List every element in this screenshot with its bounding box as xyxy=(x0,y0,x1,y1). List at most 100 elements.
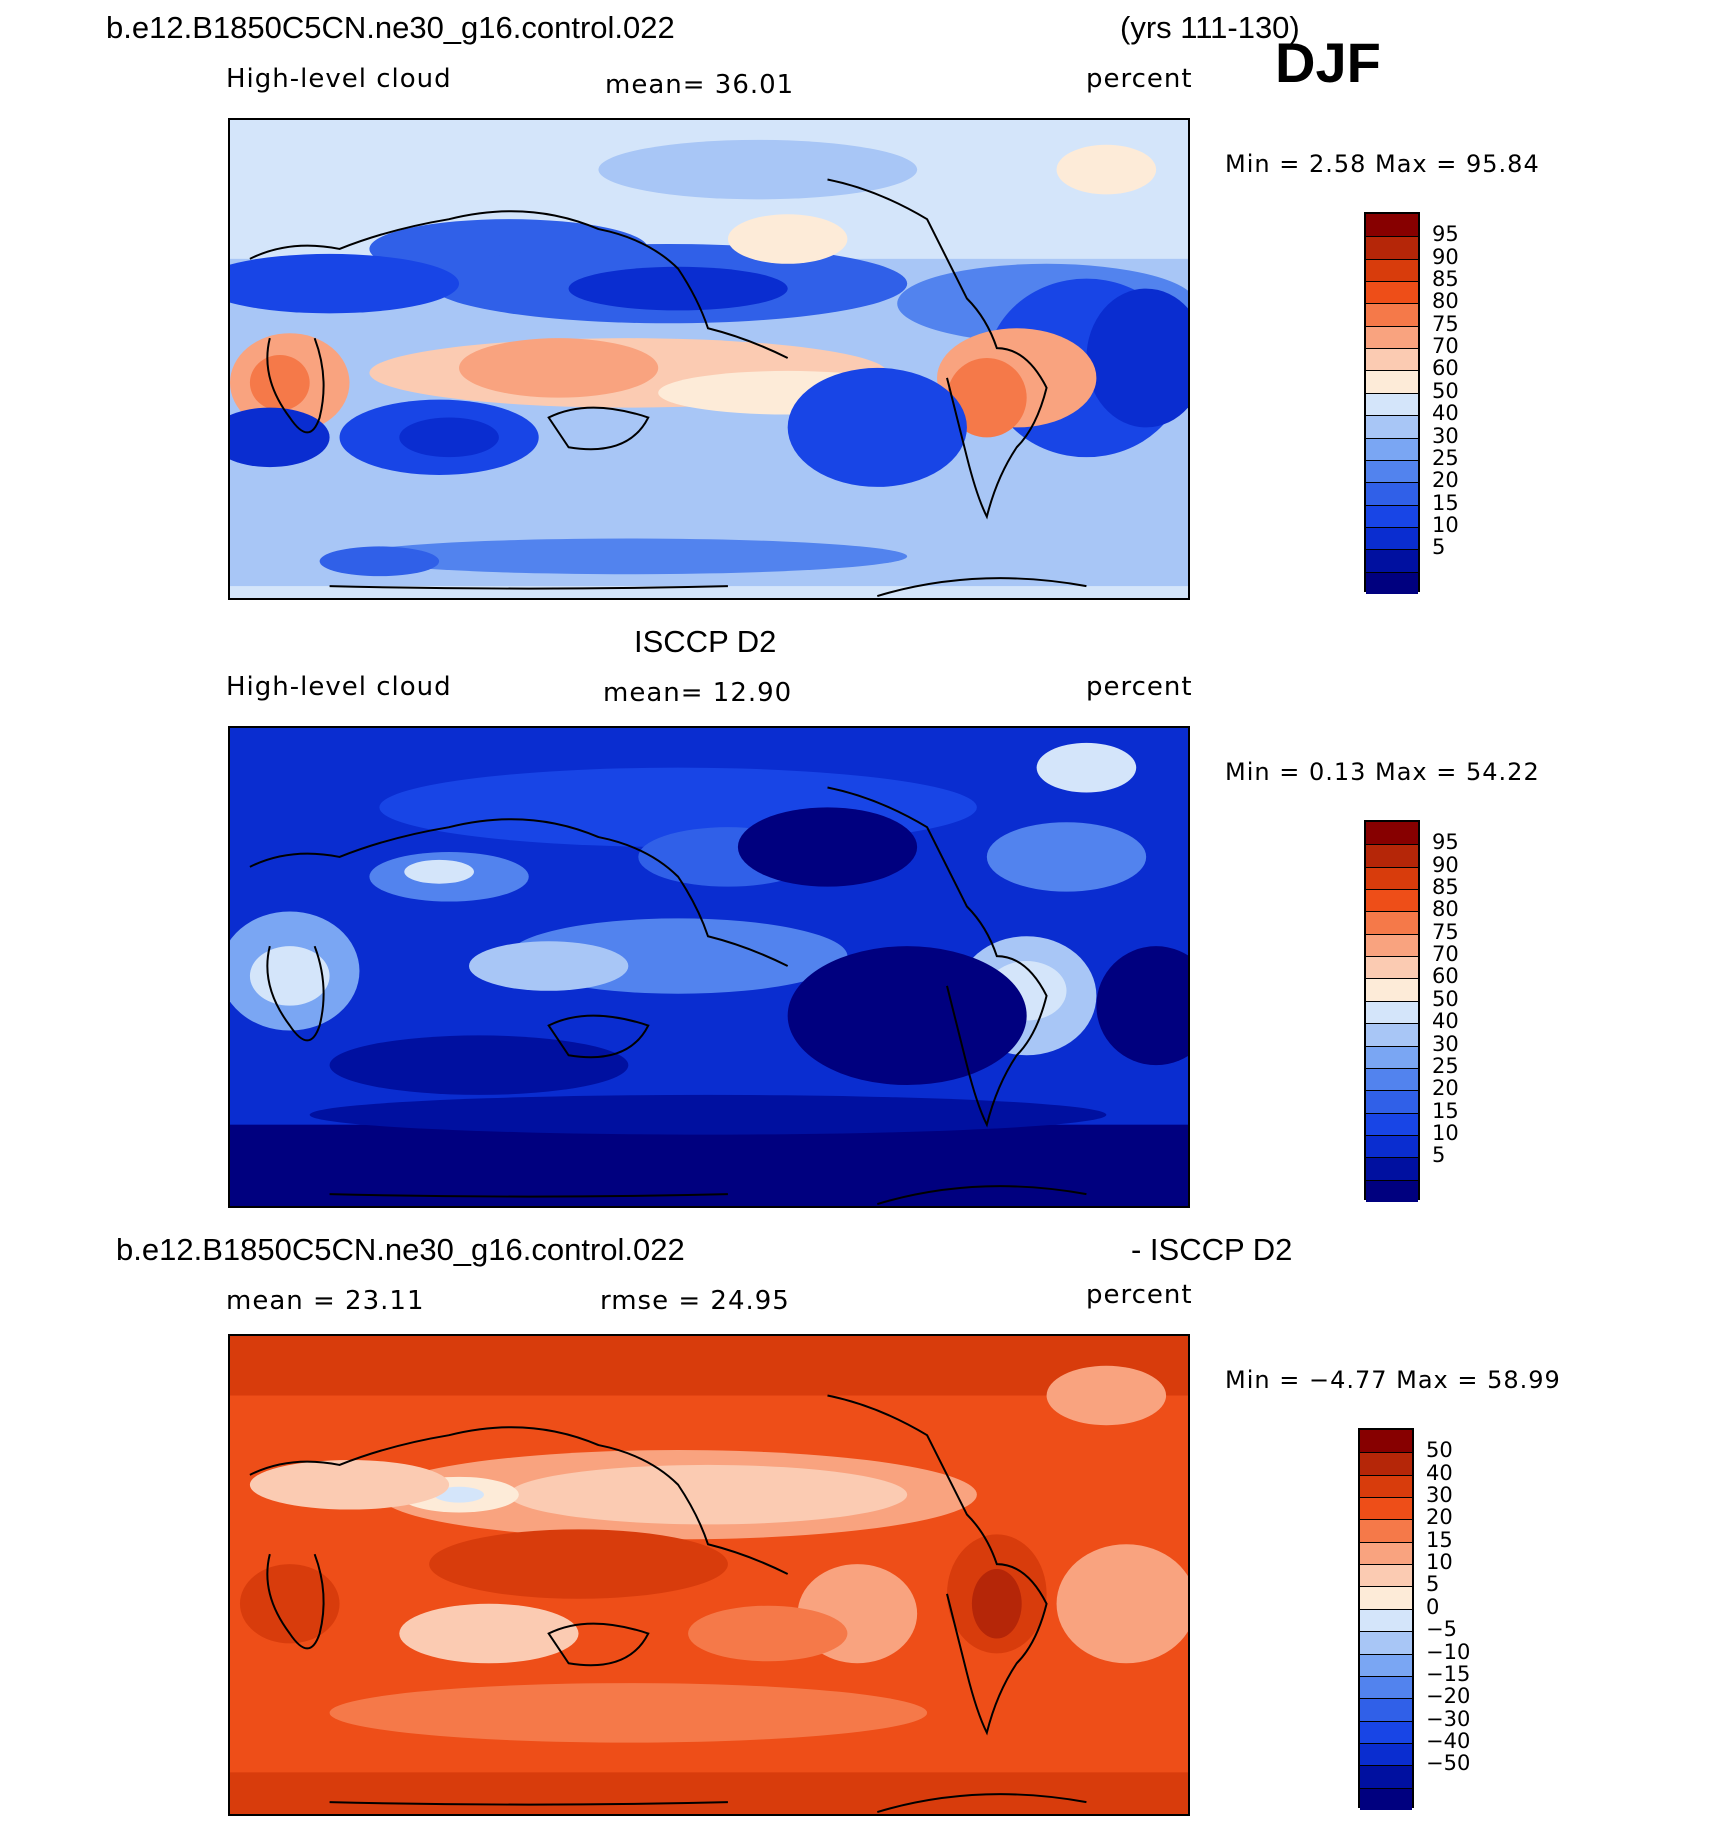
colorbar-swatch xyxy=(1366,1179,1418,1202)
colorbar-tick-label: 70 xyxy=(1432,334,1459,359)
panel3-units-label: percent xyxy=(1086,1280,1193,1310)
colorbar-swatch xyxy=(1366,933,1418,957)
colorbar-tick-label: 30 xyxy=(1432,423,1459,448)
colorbar-swatch xyxy=(1366,978,1418,1001)
colorbar-swatch xyxy=(1366,571,1418,594)
colorbar-tick-label: 20 xyxy=(1432,468,1459,493)
colorbar-tick-label: −20 xyxy=(1426,1684,1471,1709)
colorbar-tick-label: −15 xyxy=(1426,1661,1471,1686)
colorbar-tick-label: −10 xyxy=(1426,1639,1471,1664)
panel2-minmax: Min = 0.13 Max = 54.22 xyxy=(1225,758,1540,786)
panel1-units-label: percent xyxy=(1086,64,1193,94)
colorbar-tick-label: 20 xyxy=(1426,1505,1453,1530)
colorbar-swatch xyxy=(1366,1045,1418,1068)
colorbar-tick-label: 5 xyxy=(1426,1572,1440,1597)
colorbar-tick-label: 95 xyxy=(1432,222,1459,247)
years-label: (yrs 111-130) xyxy=(1120,10,1300,45)
colorbar-tick-label: 25 xyxy=(1432,1053,1459,1078)
difference-cloud-map xyxy=(230,1336,1188,1814)
colorbar-swatch xyxy=(1360,1631,1412,1654)
colorbar-swatch xyxy=(1366,1000,1418,1024)
colorbar-swatch xyxy=(1360,1564,1412,1587)
colorbar-tick-label: −5 xyxy=(1426,1617,1457,1642)
case-title: b.e12.B1850C5CN.ne30_g16.control.022 xyxy=(106,10,675,45)
colorbar-tick-label: 90 xyxy=(1432,244,1459,269)
colorbar-tick-label: −30 xyxy=(1426,1706,1471,1731)
coastlines xyxy=(249,786,1087,1205)
colorbar-swatch xyxy=(1360,1474,1412,1498)
colorbar-tick-label: 40 xyxy=(1426,1460,1453,1485)
colorbar-swatch xyxy=(1366,911,1418,934)
colorbar-tick-label: 10 xyxy=(1426,1550,1453,1575)
colorbar-swatch xyxy=(1360,1675,1412,1699)
panel1-colorbar xyxy=(1364,212,1420,594)
colorbar-swatch xyxy=(1366,258,1418,282)
colorbar-tick-label: 50 xyxy=(1432,986,1459,1011)
colorbar-swatch xyxy=(1366,526,1418,550)
colorbar-swatch xyxy=(1366,392,1418,416)
model-cloud-map xyxy=(230,120,1188,598)
colorbar-swatch xyxy=(1360,1742,1412,1766)
obs-cloud-map xyxy=(230,728,1188,1206)
panel3-title-right: - ISCCP D2 xyxy=(1131,1232,1293,1267)
colorbar-tick-label: 10 xyxy=(1432,1120,1459,1145)
colorbar-swatch xyxy=(1366,303,1418,326)
colorbar-tick-label: 80 xyxy=(1432,289,1459,314)
colorbar-swatch xyxy=(1366,822,1418,845)
colorbar-tick-label: 20 xyxy=(1432,1076,1459,1101)
colorbar-swatch xyxy=(1366,482,1418,505)
panel1-minmax: Min = 2.58 Max = 95.84 xyxy=(1225,150,1540,178)
panel3-minmax: Min = −4.77 Max = 58.99 xyxy=(1225,1366,1561,1394)
colorbar-swatch xyxy=(1366,549,1418,572)
colorbar-tick-label: 0 xyxy=(1426,1594,1440,1619)
colorbar-swatch xyxy=(1366,459,1418,483)
colorbar-swatch xyxy=(1360,1541,1412,1565)
colorbar-tick-label: 85 xyxy=(1432,875,1459,900)
colorbar-tick-label: 75 xyxy=(1432,919,1459,944)
colorbar-swatch xyxy=(1366,866,1418,890)
colorbar-swatch xyxy=(1366,437,1418,460)
colorbar-tick-label: 25 xyxy=(1432,445,1459,470)
colorbar-swatch xyxy=(1360,1653,1412,1676)
colorbar-swatch xyxy=(1366,1134,1418,1158)
colorbar-swatch xyxy=(1366,214,1418,237)
colorbar-tick-label: 50 xyxy=(1432,378,1459,403)
colorbar-tick-label: 85 xyxy=(1432,267,1459,292)
colorbar-swatch xyxy=(1360,1430,1412,1453)
coastlines xyxy=(249,178,1087,597)
colorbar-tick-label: 50 xyxy=(1426,1438,1453,1463)
colorbar-tick-label: −50 xyxy=(1426,1751,1471,1776)
colorbar-tick-label: 60 xyxy=(1432,964,1459,989)
panel2-colorbar xyxy=(1364,820,1420,1202)
colorbar-tick-label: 75 xyxy=(1432,311,1459,336)
panel2-mean-label: mean= 12.90 xyxy=(603,678,793,708)
colorbar-swatch xyxy=(1366,370,1418,393)
panel3-title-left: b.e12.B1850C5CN.ne30_g16.control.022 xyxy=(116,1232,685,1267)
colorbar-tick-label: 30 xyxy=(1426,1483,1453,1508)
colorbar-tick-label: 5 xyxy=(1432,1143,1446,1168)
colorbar-swatch xyxy=(1360,1765,1412,1788)
colorbar-swatch xyxy=(1360,1698,1412,1721)
colorbar-tick-label: 60 xyxy=(1432,356,1459,381)
colorbar-swatch xyxy=(1366,1067,1418,1091)
colorbar-tick-label: 15 xyxy=(1426,1527,1453,1552)
colorbar-swatch xyxy=(1360,1787,1412,1810)
colorbar-swatch xyxy=(1366,504,1418,527)
panel1-map xyxy=(228,118,1190,600)
colorbar-swatch xyxy=(1360,1720,1412,1743)
colorbar-swatch xyxy=(1360,1497,1412,1520)
colorbar-swatch xyxy=(1360,1452,1412,1475)
colorbar-tick-label: 70 xyxy=(1432,942,1459,967)
panel2-units-label: percent xyxy=(1086,672,1193,702)
panel3-map xyxy=(228,1334,1190,1816)
colorbar-swatch xyxy=(1360,1586,1412,1609)
colorbar-swatch xyxy=(1366,1157,1418,1180)
colorbar-swatch xyxy=(1366,236,1418,259)
colorbar-swatch xyxy=(1366,348,1418,371)
colorbar-tick-label: 90 xyxy=(1432,852,1459,877)
colorbar-swatch xyxy=(1366,281,1418,304)
colorbar-swatch xyxy=(1360,1519,1412,1542)
colorbar-swatch xyxy=(1360,1608,1412,1632)
colorbar-swatch xyxy=(1366,889,1418,912)
colorbar-tick-label: −40 xyxy=(1426,1728,1471,1753)
